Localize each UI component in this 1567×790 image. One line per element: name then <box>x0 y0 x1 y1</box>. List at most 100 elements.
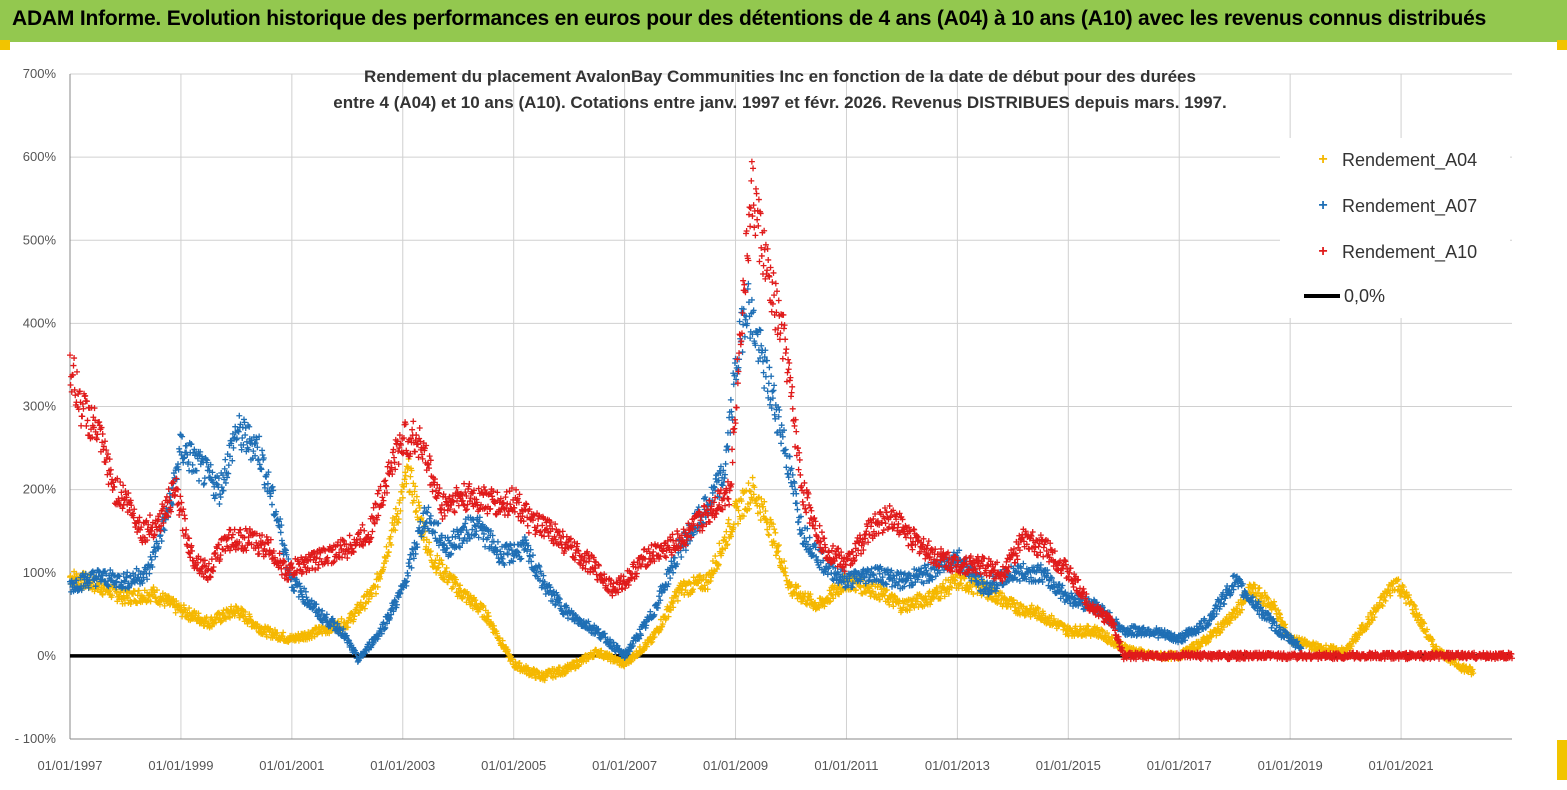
data-point-a10 <box>146 512 153 519</box>
data-point-a04 <box>690 586 697 593</box>
data-point-a04 <box>869 588 876 595</box>
data-point-a04 <box>99 591 106 598</box>
data-point-a04 <box>746 505 753 512</box>
data-point-a04 <box>827 598 834 605</box>
data-point-a04 <box>852 587 859 594</box>
data-point-a10 <box>165 486 172 493</box>
data-point-a07 <box>671 554 678 561</box>
data-point-a07 <box>148 556 155 563</box>
data-point-a04 <box>941 593 948 600</box>
data-point-a04 <box>109 592 116 599</box>
data-point-a04 <box>959 585 966 592</box>
data-point-a07 <box>264 480 271 487</box>
data-point-a07 <box>761 385 768 392</box>
data-point-a04 <box>747 499 754 506</box>
x-tick-label: 01/01/2017 <box>1147 758 1212 773</box>
data-point-a04 <box>766 523 773 530</box>
data-point-a04 <box>156 601 163 608</box>
data-point-a07 <box>768 373 775 380</box>
data-point-a07 <box>242 432 249 439</box>
data-point-a04 <box>410 497 417 504</box>
data-point-a04 <box>722 545 729 552</box>
data-point-a07 <box>745 280 752 287</box>
y-tick-label: 300% <box>23 399 57 414</box>
header-banner: ADAM Informe. Evolution historique des p… <box>0 0 1567 42</box>
y-tick-label: 200% <box>23 482 57 497</box>
data-point-a04 <box>361 605 368 612</box>
data-point-a04 <box>721 534 728 541</box>
data-point-a04 <box>761 498 768 505</box>
data-point-a07 <box>793 500 800 507</box>
data-point-a10 <box>183 526 190 533</box>
data-point-a04 <box>921 602 928 609</box>
data-point-a04 <box>452 576 459 583</box>
data-point-a07 <box>783 464 790 471</box>
data-point-a07 <box>739 349 746 356</box>
data-point-a07 <box>239 434 246 441</box>
data-point-a04 <box>758 495 765 502</box>
data-point-a10 <box>71 355 78 362</box>
data-point-a04 <box>804 597 811 604</box>
data-point-a04 <box>782 572 789 579</box>
data-point-a07 <box>1268 624 1275 631</box>
data-point-a04 <box>740 513 747 520</box>
data-point-a04 <box>816 604 823 611</box>
x-tick-label: 01/01/2001 <box>259 758 324 773</box>
data-point-a07 <box>769 388 776 395</box>
data-point-a04 <box>377 575 384 582</box>
data-point-a04 <box>787 583 794 590</box>
data-point-a04 <box>643 643 650 650</box>
data-point-a04 <box>771 526 778 533</box>
data-point-a04 <box>757 509 764 516</box>
data-point-a07 <box>211 495 218 502</box>
data-point-a10 <box>67 382 74 389</box>
data-point-a04 <box>762 508 769 515</box>
data-point-a04 <box>713 565 720 572</box>
data-point-a10 <box>173 485 180 492</box>
data-point-a04 <box>397 507 404 514</box>
data-point-a04 <box>357 599 364 606</box>
corner-mark-top-left <box>0 40 10 50</box>
data-point-a07 <box>806 534 813 541</box>
data-point-a04 <box>450 583 457 590</box>
data-point-a10 <box>67 352 73 359</box>
data-point-a04 <box>121 600 128 607</box>
data-point-a10 <box>83 422 90 429</box>
x-tick-label: 01/01/2009 <box>703 758 768 773</box>
data-point-a07 <box>201 480 208 487</box>
data-point-a04 <box>772 529 779 536</box>
data-point-a04 <box>735 520 742 527</box>
data-point-a04 <box>650 634 657 641</box>
data-point-a04 <box>267 625 274 632</box>
data-point-a04 <box>472 597 479 604</box>
corner-mark-bottom-right <box>1557 740 1567 780</box>
data-point-a07 <box>177 432 184 439</box>
data-point-a04 <box>154 587 161 594</box>
data-point-a04 <box>886 601 893 608</box>
data-point-a10 <box>102 438 109 445</box>
data-point-a04 <box>426 539 433 546</box>
data-point-a04 <box>670 604 677 611</box>
data-point-a04 <box>573 657 580 664</box>
data-point-a04 <box>724 541 731 548</box>
x-tick-label: 01/01/2007 <box>592 758 657 773</box>
data-point-a04 <box>876 596 883 603</box>
data-point-a04 <box>747 488 754 495</box>
data-point-a07 <box>268 501 275 508</box>
data-point-a04 <box>890 603 897 610</box>
data-point-a10 <box>78 422 85 429</box>
data-point-a04 <box>407 473 414 480</box>
data-point-a04 <box>368 593 375 600</box>
data-point-a04 <box>401 483 408 490</box>
data-point-a04 <box>399 494 406 501</box>
data-point-a04 <box>374 583 381 590</box>
data-point-a04 <box>598 647 605 654</box>
data-point-a07 <box>236 412 243 419</box>
data-point-a04 <box>725 516 732 523</box>
data-point-a04 <box>774 548 781 555</box>
data-point-a04 <box>401 476 408 483</box>
data-point-a04 <box>173 598 180 605</box>
data-point-a04 <box>222 616 229 623</box>
data-point-a04 <box>509 656 516 663</box>
data-point-a04 <box>745 480 752 487</box>
